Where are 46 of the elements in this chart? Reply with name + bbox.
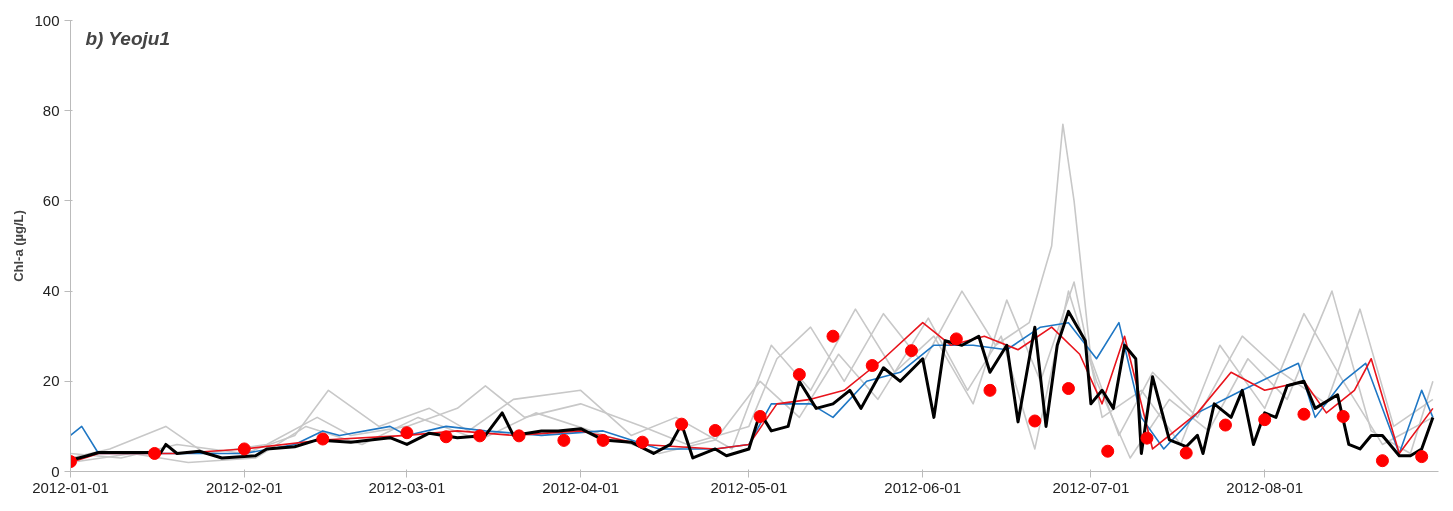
point: [865, 359, 879, 372]
y-tick-label: 40: [42, 282, 60, 300]
point: [596, 433, 610, 447]
point: [1061, 382, 1075, 395]
point: [708, 423, 722, 437]
x-tick-label: 2012-08-01: [1226, 478, 1304, 496]
point: [753, 409, 767, 423]
point: [1140, 431, 1154, 445]
chart-title: b) Yeoju1: [85, 27, 170, 49]
point: [1336, 409, 1350, 423]
point: [1179, 446, 1193, 460]
point: [557, 433, 571, 447]
point: [1028, 414, 1042, 428]
y-tick-label: 80: [42, 101, 60, 119]
point: [1101, 444, 1115, 458]
point: [473, 429, 487, 443]
point: [826, 329, 840, 343]
point: [148, 446, 162, 460]
x-tick-label: 2012-06-01: [884, 478, 962, 496]
y-tick-label: 60: [42, 191, 60, 209]
y-tick-label: 0: [51, 462, 60, 480]
x-tick-label: 2012-02-01: [205, 478, 283, 496]
point: [439, 430, 453, 444]
point: [512, 429, 526, 443]
x-tick-label: 2012-07-01: [1052, 478, 1130, 496]
point: [1375, 454, 1389, 468]
point: [904, 344, 918, 358]
point: [237, 442, 251, 456]
x-tick-label: 2012-03-01: [368, 478, 446, 496]
point: [1218, 418, 1232, 432]
point: [949, 332, 963, 346]
point: [635, 435, 649, 449]
point: [675, 417, 689, 431]
point: [400, 426, 414, 440]
point: [1297, 407, 1311, 421]
point: [1258, 413, 1272, 427]
y-tick-label: 100: [34, 11, 60, 29]
x-tick-label: 2012-01-01: [32, 478, 109, 496]
y-axis-title: Chl-a (µg/L): [11, 210, 27, 282]
point: [792, 368, 806, 382]
x-tick-label: 2012-05-01: [710, 478, 788, 496]
x-tick-label: 2012-04-01: [542, 478, 620, 496]
point: [983, 383, 997, 397]
point: [1415, 450, 1429, 464]
y-tick-label: 20: [42, 372, 60, 390]
point: [316, 432, 330, 446]
